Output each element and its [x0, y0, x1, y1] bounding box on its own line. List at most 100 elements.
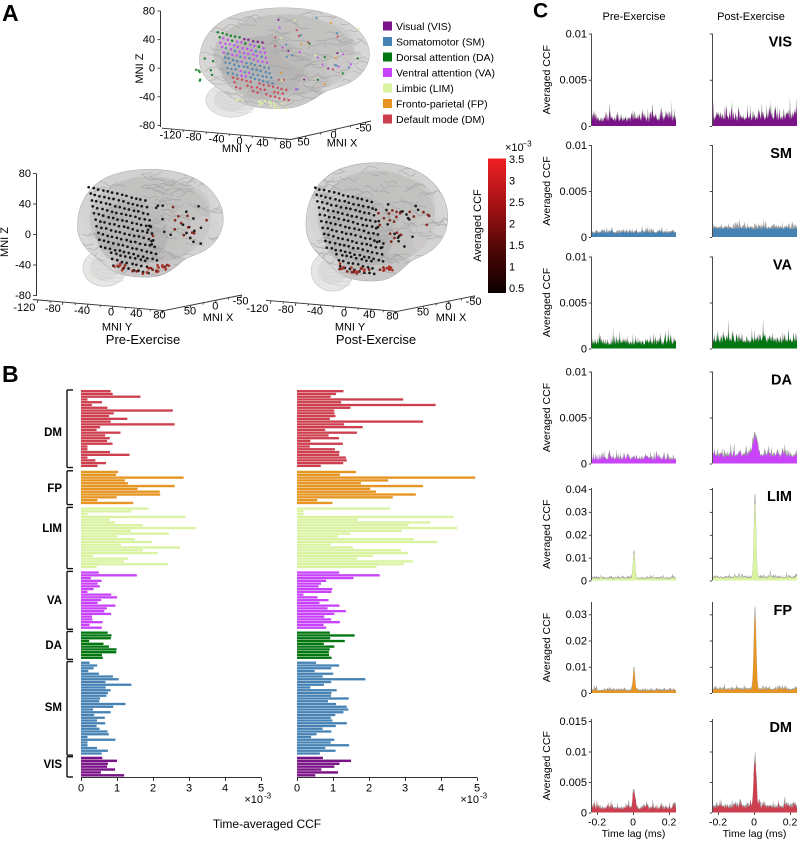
svg-text:Averaged CCF: Averaged CCF [541, 156, 553, 225]
svg-text:80: 80 [153, 310, 165, 322]
svg-text:1: 1 [330, 783, 336, 795]
svg-text:B: B [2, 361, 19, 387]
svg-text:Averaged CCF: Averaged CCF [541, 268, 553, 337]
svg-text:SM: SM [770, 146, 792, 162]
svg-text:0: 0 [581, 807, 587, 819]
svg-text:40: 40 [363, 309, 375, 321]
svg-text:0.005: 0.005 [559, 412, 587, 424]
svg-text:80: 80 [19, 168, 31, 180]
svg-text:Averaged CCF: Averaged CCF [541, 45, 553, 114]
svg-text:-80: -80 [45, 303, 61, 315]
svg-text:-80: -80 [15, 290, 31, 302]
svg-text:Time-averaged CCF: Time-averaged CCF [213, 817, 321, 831]
svg-text:LIM: LIM [767, 489, 792, 505]
svg-text:0: 0 [78, 783, 84, 795]
svg-text:MNI X: MNI X [436, 312, 467, 324]
svg-text:-40: -40 [209, 134, 225, 146]
svg-text:Averaged CCF: Averaged CCF [541, 731, 553, 800]
svg-text:0.005: 0.005 [559, 297, 587, 309]
svg-text:VIS: VIS [43, 759, 62, 771]
svg-text:-40: -40 [74, 305, 90, 317]
svg-text:Ventral attention (VA): Ventral attention (VA) [396, 67, 495, 79]
svg-text:FP: FP [47, 483, 62, 495]
svg-text:40: 40 [256, 138, 268, 150]
svg-text:50: 50 [417, 306, 429, 318]
svg-text:Pre-Exercise: Pre-Exercise [603, 11, 666, 23]
svg-text:A: A [2, 0, 19, 26]
svg-text:2.5: 2.5 [509, 197, 524, 209]
svg-text:0.2: 0.2 [783, 817, 798, 829]
svg-text:DM: DM [769, 720, 792, 736]
svg-text:0.01: 0.01 [566, 140, 587, 152]
svg-text:50: 50 [184, 306, 196, 318]
svg-text:4: 4 [222, 783, 228, 795]
svg-text:0.01: 0.01 [566, 251, 587, 263]
svg-text:Averaged CCF: Averaged CCF [541, 500, 553, 569]
svg-text:3: 3 [402, 783, 408, 795]
svg-text:0: 0 [25, 229, 31, 241]
svg-text:×10: ×10 [505, 142, 524, 154]
svg-text:MNI Y: MNI Y [335, 322, 366, 334]
svg-text:0: 0 [330, 130, 336, 142]
svg-text:1: 1 [114, 783, 120, 795]
svg-text:-50: -50 [466, 296, 482, 308]
svg-text:0.2: 0.2 [662, 817, 677, 829]
svg-text:VA: VA [47, 595, 62, 607]
svg-text:1: 1 [509, 261, 515, 273]
svg-text:×10: ×10 [244, 794, 263, 806]
svg-text:3: 3 [509, 176, 515, 188]
svg-text:-0.2: -0.2 [709, 817, 727, 829]
svg-text:0: 0 [581, 688, 587, 700]
svg-text:0.02: 0.02 [566, 530, 587, 542]
svg-text:0: 0 [581, 232, 587, 244]
svg-text:0: 0 [581, 458, 587, 470]
svg-text:0: 0 [445, 301, 451, 313]
svg-text:5: 5 [258, 783, 264, 795]
svg-text:0.01: 0.01 [566, 746, 587, 758]
svg-text:-50: -50 [356, 123, 372, 135]
svg-text:0.01: 0.01 [566, 553, 587, 565]
svg-text:0: 0 [108, 307, 114, 319]
svg-text:×10: ×10 [460, 794, 479, 806]
svg-text:0.03: 0.03 [566, 609, 587, 621]
svg-text:0: 0 [294, 783, 300, 795]
svg-text:VA: VA [773, 258, 793, 274]
svg-text:Limbic (LIM): Limbic (LIM) [396, 83, 454, 95]
svg-text:0.005: 0.005 [559, 186, 587, 198]
svg-text:-50: -50 [233, 295, 249, 307]
svg-text:C: C [533, 0, 548, 23]
svg-text:0.04: 0.04 [566, 484, 587, 496]
svg-text:Default mode (DM): Default mode (DM) [396, 114, 485, 126]
svg-text:40: 40 [143, 34, 155, 46]
svg-text:2: 2 [150, 783, 156, 795]
svg-text:50: 50 [297, 137, 309, 149]
svg-text:Pre-Exercise: Pre-Exercise [106, 332, 180, 347]
svg-text:-80: -80 [278, 304, 294, 316]
svg-text:LIM: LIM [42, 523, 62, 535]
svg-text:80: 80 [279, 140, 291, 152]
svg-text:Somatomotor (SM): Somatomotor (SM) [396, 36, 485, 48]
svg-text:0.005: 0.005 [559, 777, 587, 789]
svg-text:80: 80 [386, 310, 398, 322]
svg-text:Averaged CCF: Averaged CCF [541, 383, 553, 452]
svg-text:SM: SM [45, 702, 62, 714]
svg-text:Averaged CCF: Averaged CCF [472, 189, 484, 262]
svg-text:MNI Y: MNI Y [222, 143, 253, 155]
svg-text:-3: -3 [264, 792, 272, 801]
svg-text:MNI X: MNI X [327, 138, 358, 150]
svg-text:-40: -40 [139, 91, 155, 103]
svg-text:0: 0 [581, 343, 587, 355]
svg-text:−3: −3 [523, 140, 533, 149]
svg-text:0.01: 0.01 [566, 28, 587, 40]
svg-text:MNI Z: MNI Z [0, 227, 11, 257]
svg-text:-80: -80 [139, 120, 155, 132]
svg-text:0: 0 [149, 63, 155, 75]
svg-text:-0.2: -0.2 [588, 817, 606, 829]
svg-text:0: 0 [630, 817, 636, 829]
svg-text:MNI Y: MNI Y [102, 322, 133, 334]
svg-text:MNI Z: MNI Z [134, 53, 146, 83]
svg-text:0.005: 0.005 [559, 75, 587, 87]
svg-text:3.5: 3.5 [509, 154, 524, 166]
svg-text:Dorsal attention (DA): Dorsal attention (DA) [396, 52, 494, 64]
svg-text:2: 2 [509, 219, 515, 231]
